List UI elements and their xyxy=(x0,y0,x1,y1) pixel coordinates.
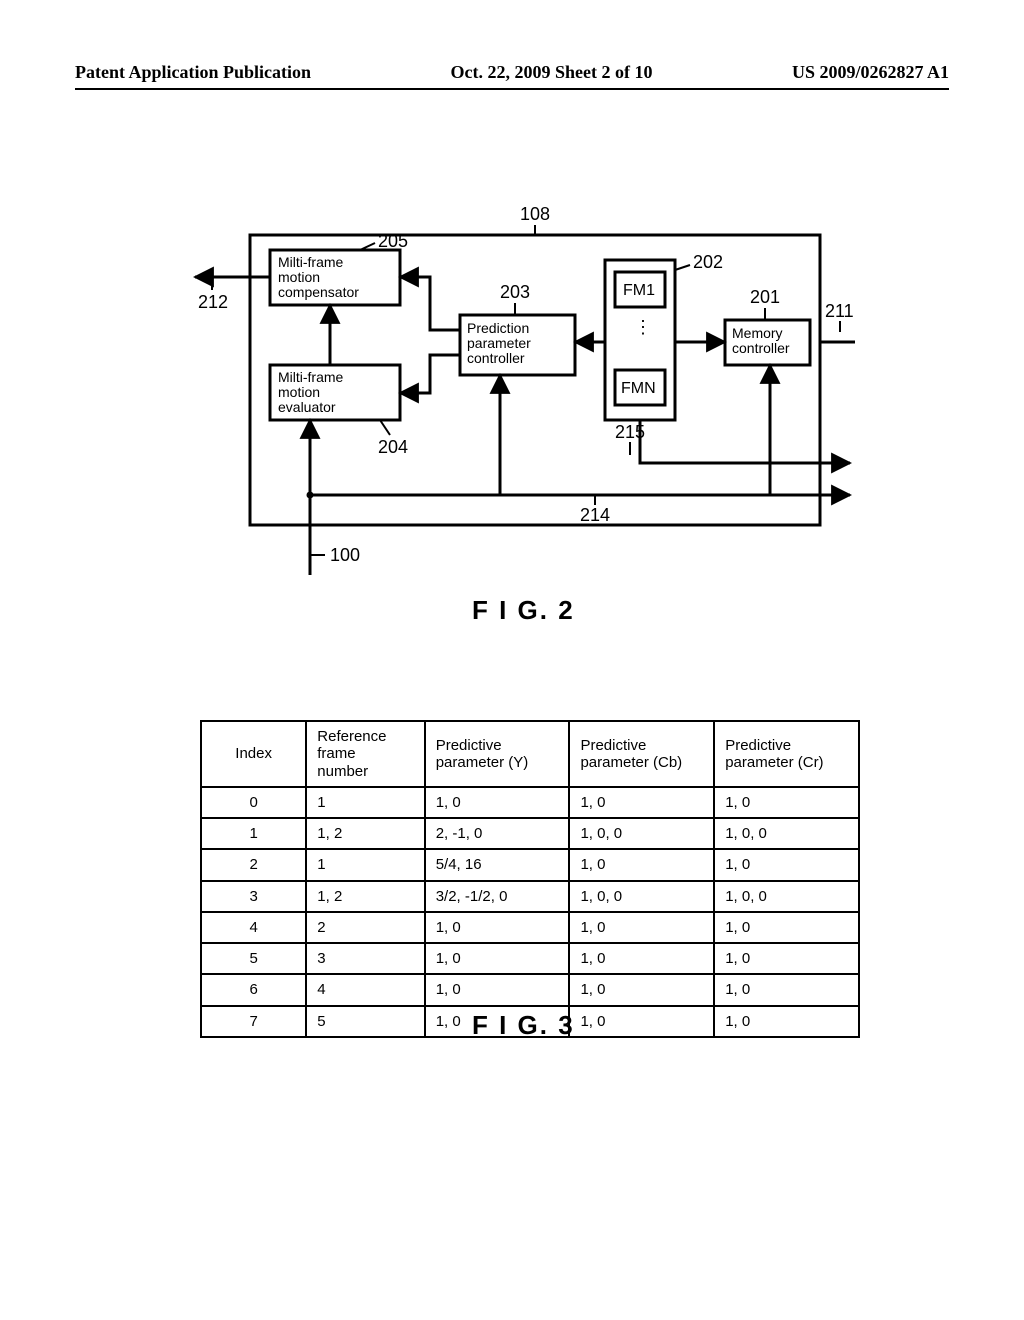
table-cell: 7 xyxy=(201,1006,306,1037)
table-cell: 6 xyxy=(201,974,306,1005)
fm1-text: FM1 xyxy=(623,282,655,299)
table-cell: 1, 0 xyxy=(714,912,859,943)
table-cell: 2 xyxy=(201,849,306,880)
table-row: 531, 01, 01, 0 xyxy=(201,943,859,974)
table-cell: 2, -1, 0 xyxy=(425,818,570,849)
table-header-cell: Predictiveparameter (Cb) xyxy=(569,721,714,787)
memctrl-line2: controller xyxy=(732,340,790,356)
figure-3-table: IndexReference framenumberPredictivepara… xyxy=(200,720,860,1038)
table-cell: 5 xyxy=(306,1006,424,1037)
header-center: Oct. 22, 2009 Sheet 2 of 10 xyxy=(451,62,653,83)
table-cell: 1, 0 xyxy=(714,943,859,974)
table-row: 31, 23/2, -1/2, 01, 0, 01, 0, 0 xyxy=(201,881,859,912)
table-body: 011, 01, 01, 011, 22, -1, 01, 0, 01, 0, … xyxy=(201,787,859,1037)
table-cell: 1, 0 xyxy=(714,974,859,1005)
table-cell: 1, 0 xyxy=(714,849,859,880)
label-203: 203 xyxy=(500,282,530,302)
table-row: 215/4, 161, 01, 0 xyxy=(201,849,859,880)
label-215: 215 xyxy=(615,422,645,442)
table-cell: 1, 2 xyxy=(306,881,424,912)
table-cell: 1, 0 xyxy=(569,912,714,943)
header-right: US 2009/0262827 A1 xyxy=(792,62,949,83)
evaluator-line3: evaluator xyxy=(278,399,336,415)
evaluator-line2: motion xyxy=(278,384,320,400)
arrow-pred-to-comp xyxy=(400,277,460,330)
arrow-pred-to-eval xyxy=(400,355,460,393)
table-header-row: IndexReference framenumberPredictivepara… xyxy=(201,721,859,787)
table-cell: 1, 0 xyxy=(569,974,714,1005)
table-cell: 1, 0, 0 xyxy=(714,881,859,912)
table-cell: 1, 0 xyxy=(425,912,570,943)
header-divider xyxy=(75,88,949,90)
label-100: 100 xyxy=(330,545,360,565)
table-cell: 1, 0 xyxy=(425,974,570,1005)
figure-2-caption: F I G. 2 xyxy=(472,595,575,626)
frames-dots: ⋮ xyxy=(634,317,652,337)
table-cell: 1 xyxy=(201,818,306,849)
evaluator-line1: Milti-frame xyxy=(278,369,344,385)
predctrl-line2: parameter xyxy=(467,335,531,351)
label-212: 212 xyxy=(198,292,228,312)
table-cell: 1, 0 xyxy=(425,787,570,818)
label-201: 201 xyxy=(750,287,780,307)
memctrl-line1: Memory xyxy=(732,325,783,341)
table-header-cell: Predictiveparameter (Y) xyxy=(425,721,570,787)
figure-2-diagram: 108 Milti-frame motion compensator 205 M… xyxy=(180,205,860,585)
table-cell: 1, 0 xyxy=(569,1006,714,1037)
table-header-cell: Reference framenumber xyxy=(306,721,424,787)
figure-3-caption: F I G. 3 xyxy=(472,1010,575,1041)
table-cell: 0 xyxy=(201,787,306,818)
compensator-line2: motion xyxy=(278,269,320,285)
table-row: 421, 01, 01, 0 xyxy=(201,912,859,943)
label-204: 204 xyxy=(378,437,408,457)
table-row: 11, 22, -1, 01, 0, 01, 0, 0 xyxy=(201,818,859,849)
table-cell: 1, 0, 0 xyxy=(569,881,714,912)
table-cell: 1, 0 xyxy=(569,849,714,880)
table-cell: 1, 0 xyxy=(714,1006,859,1037)
table-cell: 2 xyxy=(306,912,424,943)
predctrl-line1: Prediction xyxy=(467,320,529,336)
table-cell: 1 xyxy=(306,849,424,880)
label-202: 202 xyxy=(693,252,723,272)
label-214: 214 xyxy=(580,505,610,525)
table-cell: 3 xyxy=(201,881,306,912)
fmn-text: FMN xyxy=(621,380,656,397)
table-cell: 5 xyxy=(201,943,306,974)
table-cell: 1, 0, 0 xyxy=(714,818,859,849)
table-cell: 4 xyxy=(201,912,306,943)
table-header-cell: Index xyxy=(201,721,306,787)
table-cell: 1, 0 xyxy=(714,787,859,818)
table-cell: 1 xyxy=(306,787,424,818)
table-cell: 5/4, 16 xyxy=(425,849,570,880)
table-cell: 1, 2 xyxy=(306,818,424,849)
header-left: Patent Application Publication xyxy=(75,62,311,83)
table-cell: 1, 0 xyxy=(569,943,714,974)
table-header-cell: Predictiveparameter (Cr) xyxy=(714,721,859,787)
predctrl-line3: controller xyxy=(467,350,525,366)
table-cell: 1, 0 xyxy=(569,787,714,818)
label-108: 108 xyxy=(520,204,550,224)
compensator-line3: compensator xyxy=(278,284,359,300)
label-205: 205 xyxy=(378,231,408,251)
param-table: IndexReference framenumberPredictivepara… xyxy=(200,720,860,1038)
table-cell: 1, 0, 0 xyxy=(569,818,714,849)
table-row: 011, 01, 01, 0 xyxy=(201,787,859,818)
compensator-line1: Milti-frame xyxy=(278,254,344,270)
label-211: 211 xyxy=(825,301,854,321)
table-cell: 3/2, -1/2, 0 xyxy=(425,881,570,912)
table-cell: 1, 0 xyxy=(425,943,570,974)
table-row: 641, 01, 01, 0 xyxy=(201,974,859,1005)
table-cell: 3 xyxy=(306,943,424,974)
page-header: Patent Application Publication Oct. 22, … xyxy=(0,62,1024,83)
table-cell: 4 xyxy=(306,974,424,1005)
